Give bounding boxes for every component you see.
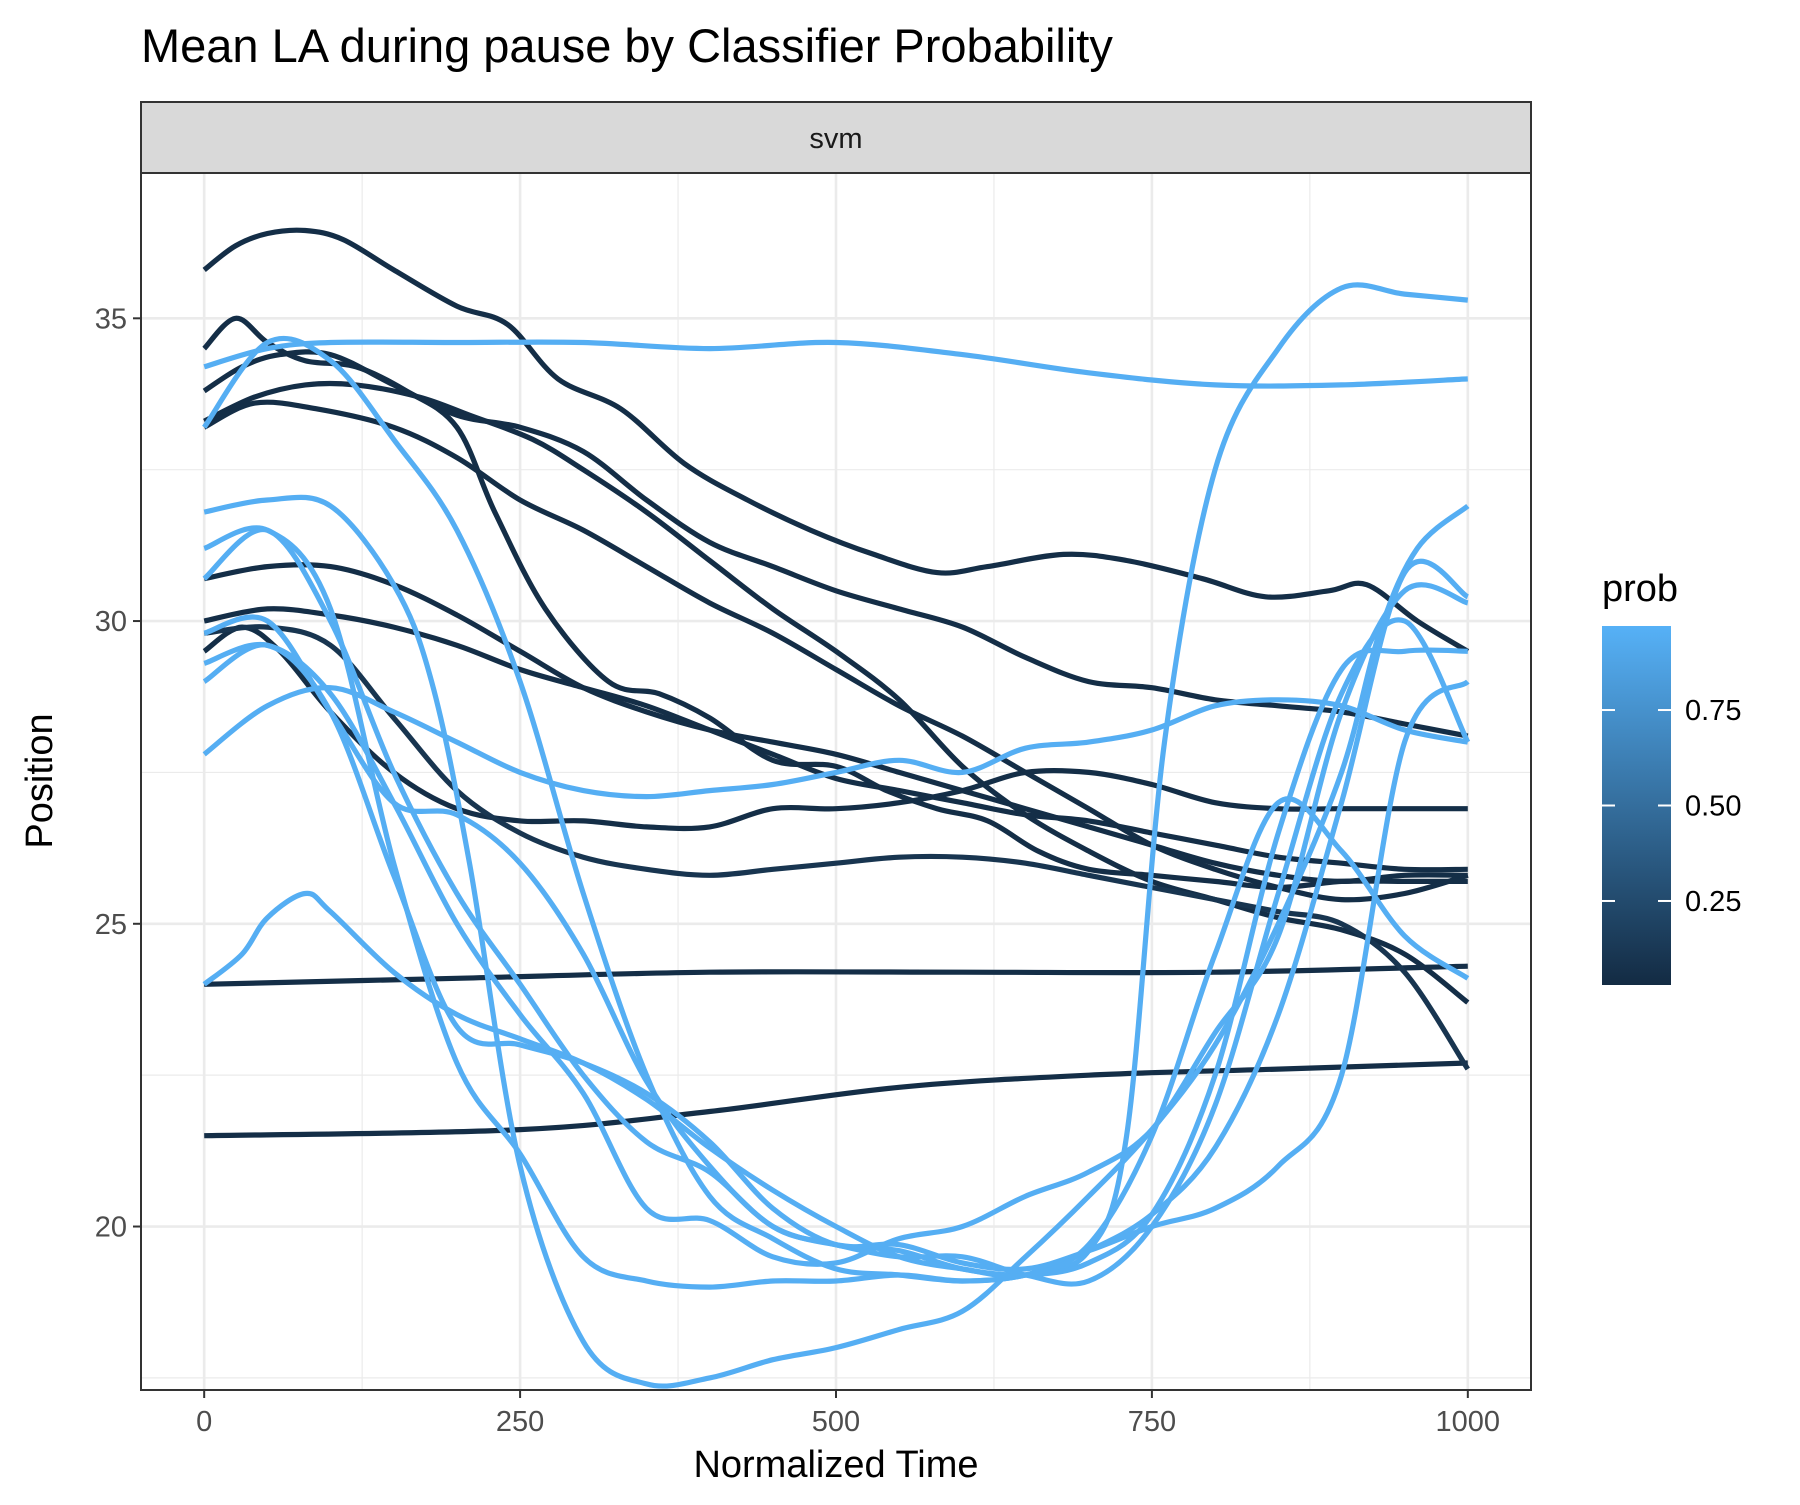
x-tick-label: 250 — [496, 1406, 544, 1438]
legend-break-label: 0.50 — [1685, 791, 1741, 823]
x-tick-label: 0 — [196, 1406, 212, 1438]
y-axis-title: Position — [19, 713, 61, 848]
legend-breaks: 0.25 0.50 0.75 — [1602, 695, 1741, 918]
series-line-11 — [203, 624, 1470, 1071]
series-line-19 — [202, 642, 1470, 1272]
series-line-10 — [204, 1060, 1468, 1139]
y-tick-label: 25 — [95, 909, 127, 941]
y-tick-label: 35 — [95, 303, 127, 335]
y-tick-label: 30 — [95, 606, 127, 638]
x-tick-label: 750 — [1128, 1406, 1176, 1438]
series-line-17 — [203, 614, 1471, 1287]
series-layer — [202, 227, 1471, 1389]
series-line-20 — [202, 685, 1469, 800]
series-line-12 — [203, 339, 1468, 389]
facet-strip — [140, 101, 1532, 174]
series-line-14 — [203, 494, 1470, 1389]
chart-title: Mean LA during pause by Classifier Proba… — [141, 19, 1113, 72]
facet-strip-label: svm — [809, 123, 862, 155]
series-line-18 — [203, 582, 1469, 1267]
x-tick-label: 1000 — [1436, 1406, 1501, 1438]
series-line-13 — [202, 282, 1469, 1284]
series-line-21 — [202, 796, 1470, 1279]
legend-break-label: 0.25 — [1685, 886, 1741, 918]
series-line-15 — [203, 525, 1470, 1290]
series-line-1 — [202, 227, 1470, 654]
series-line-5 — [202, 399, 1469, 903]
x-axis-title: Normalized Time — [693, 1444, 978, 1486]
series-line-4 — [203, 380, 1470, 1005]
legend-title: prob — [1602, 568, 1678, 610]
axis-ticks: 0 250 500 750 1000 20 25 30 35 — [95, 303, 1500, 1438]
x-tick-label: 500 — [812, 1406, 860, 1438]
y-tick-label: 20 — [95, 1212, 127, 1244]
legend: prob 0.25 0.50 0.75 — [1602, 568, 1741, 985]
legend-break-label: 0.75 — [1685, 695, 1741, 727]
series-line-9 — [204, 963, 1468, 987]
